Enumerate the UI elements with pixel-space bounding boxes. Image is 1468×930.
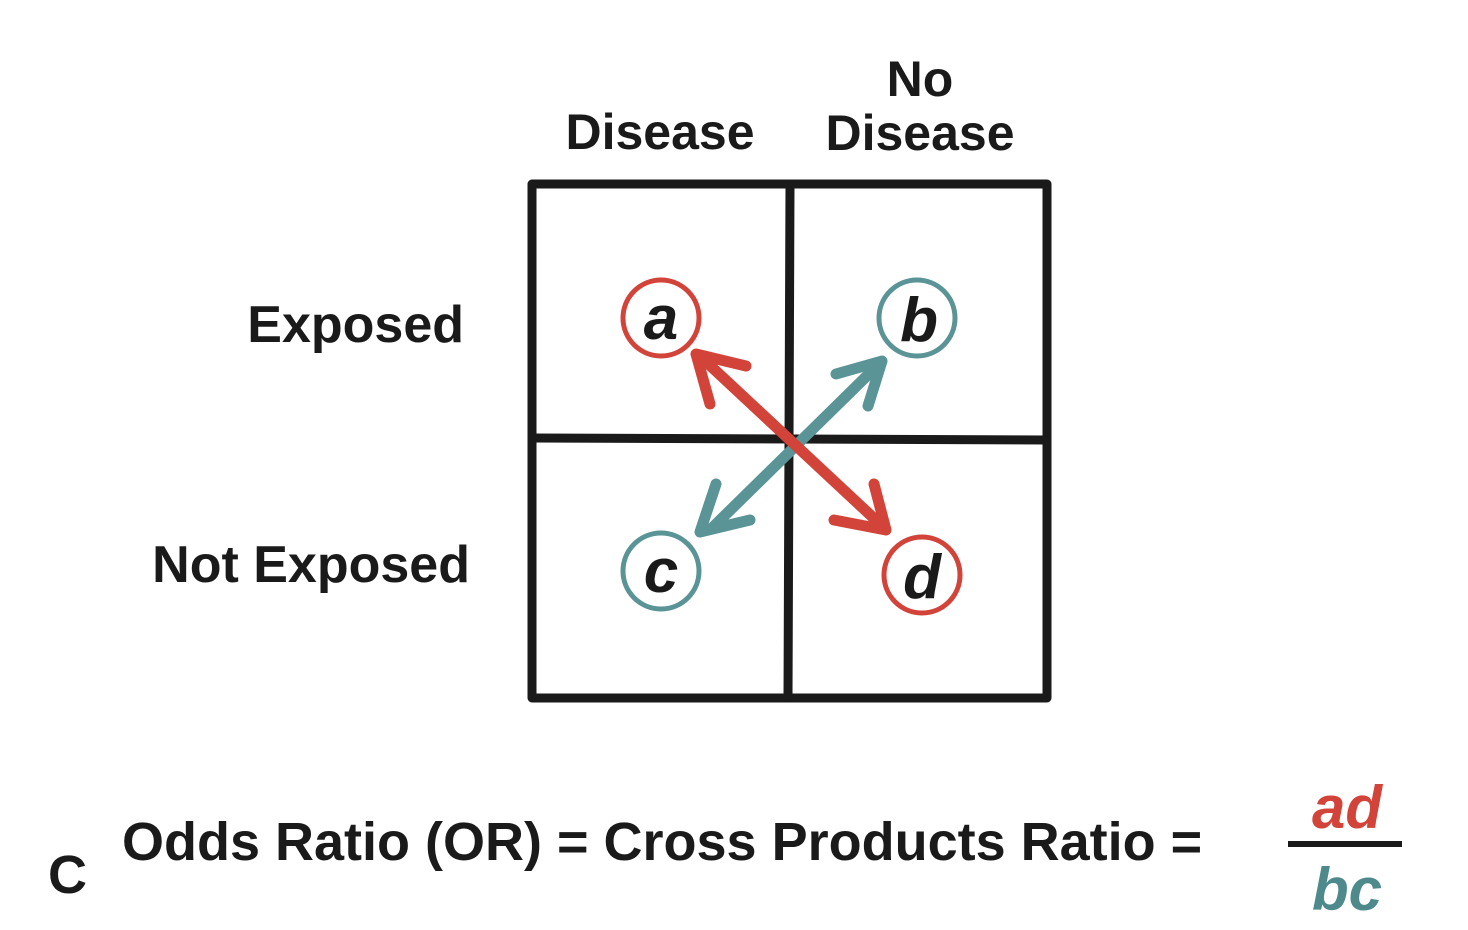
row-header-exposed: Exposed [247,296,464,354]
column-header-no-disease-line2: Disease [825,105,1015,161]
formula-numerator: ad [1311,774,1383,841]
odds-ratio-formula-text: Odds Ratio (OR) = Cross Products Ratio = [122,812,1203,872]
column-header-disease: Disease [565,104,755,160]
cell-a-letter: a [644,284,678,353]
column-header-no-disease-line1: No [886,51,954,107]
formula-denominator: bc [1311,856,1383,923]
formula-fraction-bar [1288,841,1402,847]
panel-letter: C [48,845,87,905]
cell-b-letter: b [900,286,938,355]
red-cross-arrow [690,348,892,536]
cell-c-letter: c [644,537,678,606]
cell-c-circle [620,530,702,612]
cell-d-letter: d [903,543,942,612]
cell-a-circle [620,277,702,359]
cell-d-circle [881,534,963,616]
row-header-not-exposed: Not Exposed [152,536,470,594]
column-header-no-disease: No Disease [800,52,1040,160]
cell-b-circle [876,277,958,359]
